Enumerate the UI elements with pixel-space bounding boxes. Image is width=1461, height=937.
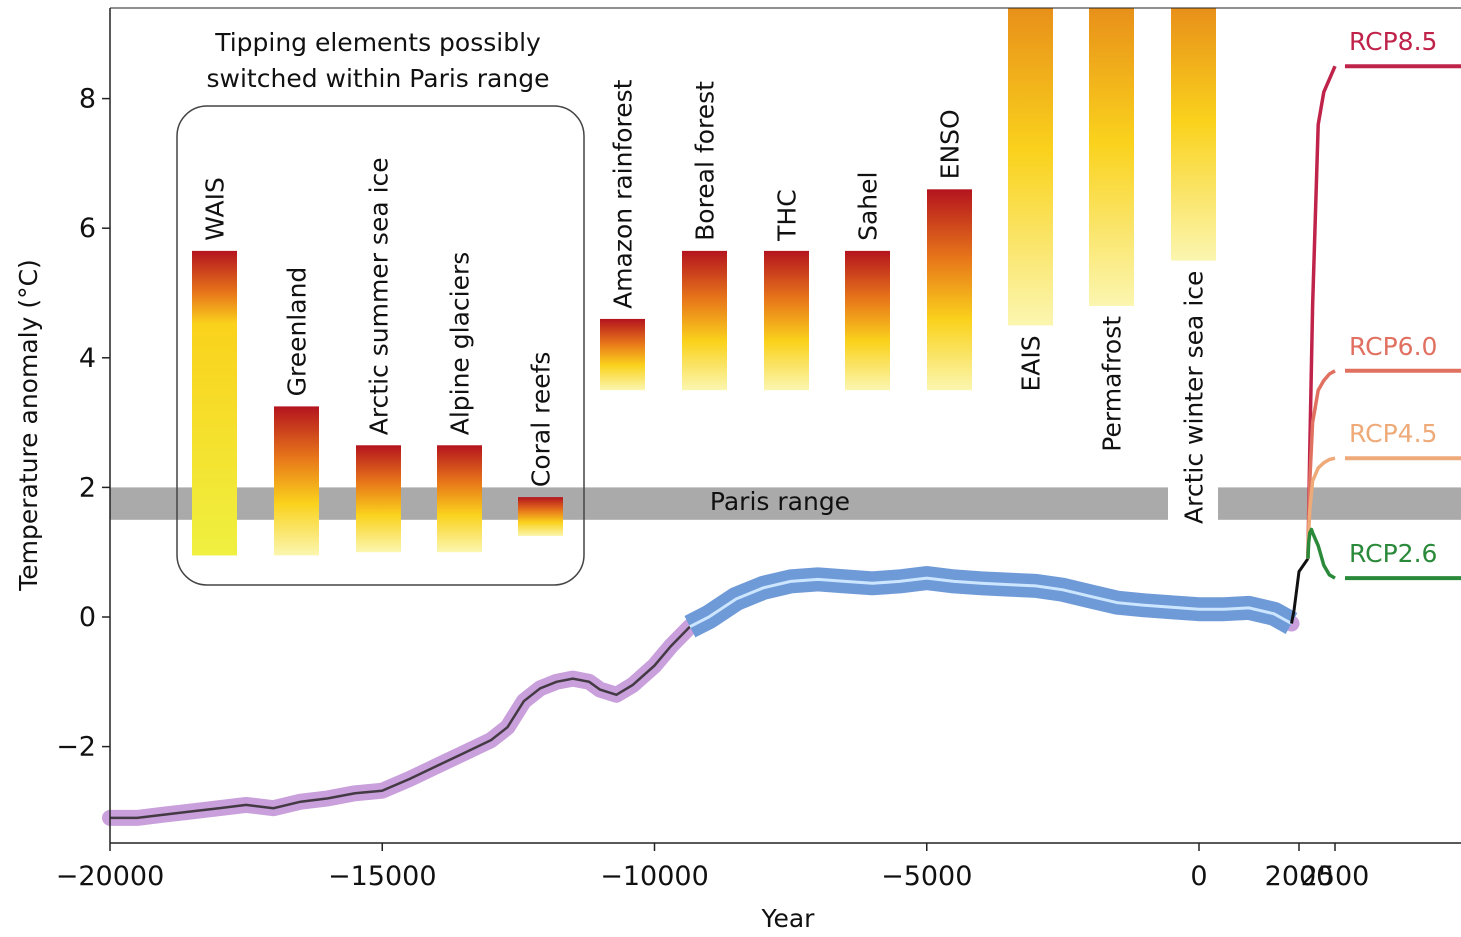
x-tick-label: 0 [1190, 861, 1207, 892]
tipping-bar [1089, 8, 1134, 306]
tipping-bars-layer [192, 8, 1216, 556]
x-axis-label: Year [761, 904, 816, 933]
box-title-line2: switched within Paris range [207, 64, 550, 93]
paris-range-band [110, 487, 1168, 520]
scenario-label: RCP2.6 [1349, 539, 1437, 568]
x-tick-label: 2000 [1265, 861, 1334, 892]
rcp-labels-layer: RCP8.5 RCP6.0 RCP4.5 RCP2.6 [1345, 27, 1461, 581]
tipping-bar [682, 250, 727, 391]
tipping-label: EAIS [1017, 335, 1046, 391]
scenario-line [1306, 527, 1336, 580]
tipping-bar [764, 250, 809, 391]
tipping-bar [927, 189, 972, 391]
tipping-label: Permafrost [1098, 316, 1127, 452]
tipping-bar [356, 445, 401, 553]
observed-line [1290, 557, 1310, 624]
tipping-bar [274, 406, 319, 556]
x-tick-label: −15000 [328, 861, 437, 892]
y-tick-label: 6 [79, 213, 96, 244]
tipping-bar [1008, 8, 1053, 326]
y-axis-label: Temperature anomaly (°C) [14, 259, 43, 592]
x-tick-label: −5000 [881, 861, 972, 892]
tipping-label: Sahel [854, 172, 883, 241]
scenario-line [1306, 456, 1336, 559]
y-tick-label: 0 [79, 602, 96, 633]
scenario-label: RCP4.5 [1349, 419, 1437, 448]
tipping-label: ENSO [936, 109, 965, 179]
box-title-line1: Tipping elements possibly [214, 28, 541, 57]
tipping-label: Amazon rainforest [609, 79, 638, 309]
y-tick-label: −2 [56, 732, 96, 763]
tipping-label: THC [773, 189, 802, 242]
paris-range-label: Paris range [710, 487, 850, 516]
tipping-bar [192, 250, 237, 556]
y-tick-label: 2 [79, 472, 96, 503]
tipping-bar [1171, 8, 1216, 261]
scenario-label: RCP8.5 [1349, 27, 1437, 56]
tipping-label: Boreal forest [691, 81, 720, 241]
tipping-label: Greenland [283, 267, 312, 397]
holocene-mean-line [689, 576, 1293, 629]
paris-range-band [1218, 487, 1461, 520]
deglacial-mean-line [110, 625, 691, 820]
tipping-label: Arctic summer sea ice [365, 157, 394, 435]
tipping-labels-layer: WAIS Greenland Arctic summer sea ice Alpine… [201, 79, 1209, 524]
paris-elements-box [176, 105, 585, 586]
tipping-bar [518, 497, 563, 536]
scenario-label: RCP6.0 [1349, 332, 1437, 361]
tipping-label: WAIS [201, 177, 230, 241]
tipping-bar [845, 250, 890, 391]
temperature-lines-layer [102, 65, 1337, 826]
x-tick-label: 2500 [1301, 861, 1370, 892]
x-tick-label: −10000 [600, 861, 709, 892]
y-tick-label: 4 [79, 343, 96, 374]
x-tick-label: −20000 [56, 861, 165, 892]
tipping-label: Coral reefs [527, 352, 556, 488]
tipping-bar [437, 445, 482, 553]
y-tick-label: 8 [79, 84, 96, 115]
tipping-bar [600, 318, 645, 391]
tipping-label: Arctic winter sea ice [1180, 271, 1209, 524]
tipping-label: Alpine glaciers [446, 252, 475, 436]
